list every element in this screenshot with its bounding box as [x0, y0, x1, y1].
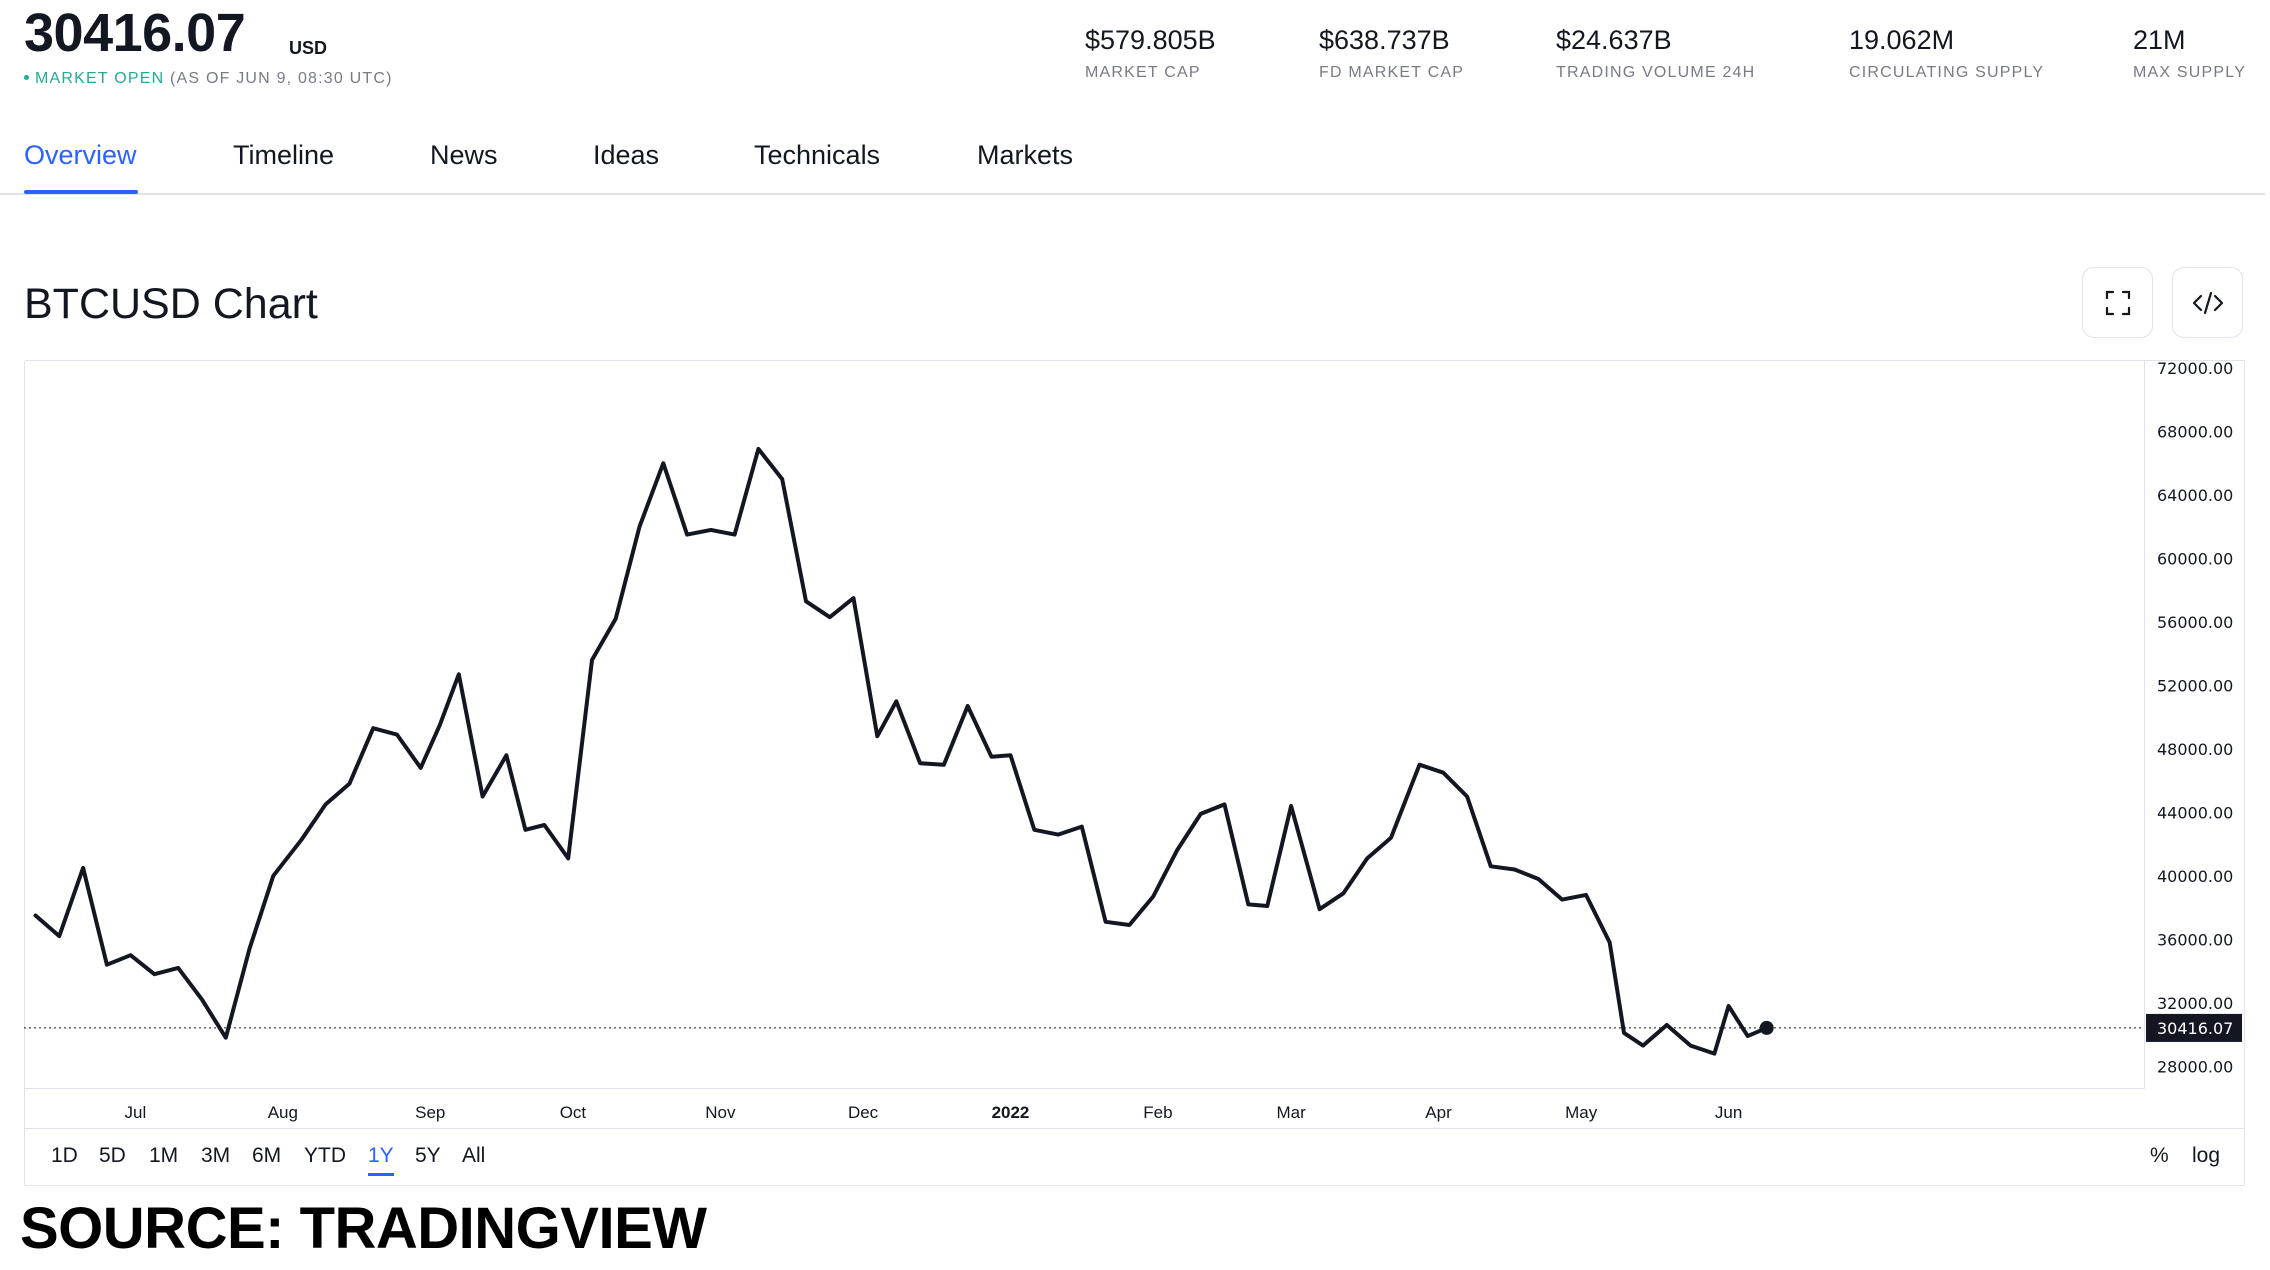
time-axis-tick-label: Jul: [125, 1103, 147, 1122]
active-tab-indicator: [24, 190, 138, 194]
time-axis-divider: [24, 1088, 2144, 1089]
stat-value: $24.637B: [1556, 25, 1672, 55]
range-5d[interactable]: 5D: [99, 1144, 126, 1167]
range-all[interactable]: All: [462, 1144, 486, 1167]
status-dot-icon: [24, 75, 29, 80]
stat-value: $638.737B: [1319, 25, 1450, 55]
embed-code-button[interactable]: [2172, 267, 2243, 338]
stat-fd-market-cap: $638.737B FD MARKET CAP: [1319, 25, 1465, 82]
price-axis-tick-label: 48000.00: [2157, 740, 2233, 759]
range-1m[interactable]: 1M: [149, 1144, 179, 1167]
market-status: MARKET OPEN (AS OF JUN 9, 08:30 UTC): [24, 70, 393, 88]
chart-title: BTCUSD Chart: [24, 280, 318, 328]
time-axis-tick-label: Aug: [268, 1103, 298, 1122]
time-axis-tick-label: Oct: [560, 1103, 587, 1122]
fullscreen-icon: [2105, 290, 2130, 315]
range-1y[interactable]: 1Y: [368, 1144, 394, 1167]
stat-circulating-supply: 19.062M CIRCULATING SUPPLY: [1849, 25, 2045, 82]
stat-value: 19.062M: [1849, 25, 1955, 55]
time-axis-tick-label: Sep: [415, 1103, 445, 1122]
tab-ideas[interactable]: Ideas: [593, 140, 660, 170]
stat-label: CIRCULATING SUPPLY: [1849, 63, 2045, 81]
tab-overview[interactable]: Overview: [24, 140, 137, 170]
price-axis-tick-label: 28000.00: [2157, 1057, 2233, 1076]
range-1d[interactable]: 1D: [51, 1144, 78, 1167]
price-axis-tick-label: 36000.00: [2157, 930, 2233, 949]
price-axis-tick-label: 44000.00: [2157, 803, 2233, 822]
tab-technicals[interactable]: Technicals: [754, 140, 881, 170]
price-axis-tick-label: 56000.00: [2157, 613, 2233, 632]
range-5y[interactable]: 5Y: [415, 1144, 441, 1167]
tab-bar: Overview Timeline News Ideas Technicals …: [0, 140, 2270, 196]
time-axis-tick-label: Mar: [1276, 1103, 1306, 1122]
chart-panel: [24, 360, 2245, 1186]
tab-divider: [0, 193, 2265, 195]
stat-value: 21M: [2133, 25, 2186, 55]
time-axis-tick-label: 2022: [992, 1103, 1030, 1122]
price-axis-tick-label: 32000.00: [2157, 994, 2233, 1013]
stat-label: MAX SUPPLY: [2133, 63, 2247, 81]
time-axis-tick-label: Apr: [1425, 1103, 1452, 1122]
range-6m[interactable]: 6M: [252, 1144, 282, 1167]
last-price-marker: [1759, 1020, 1774, 1035]
currency-label: USD: [289, 38, 328, 58]
price-axis-tick-label: 68000.00: [2157, 422, 2233, 441]
last-price-tag-bg: [2146, 1013, 2242, 1042]
percent-scale-toggle[interactable]: %: [2150, 1144, 2169, 1167]
time-axis-tick-label: Dec: [848, 1103, 879, 1122]
price-axis-divider: [2144, 360, 2145, 1089]
price-axis: 72000.00 68000.00 64000.00 60000.00 56000.00…: [2157, 359, 2233, 1076]
tab-markets[interactable]: Markets: [977, 140, 1074, 170]
current-price: 30416.07: [24, 3, 246, 63]
stat-max-supply: 21M MAX SUPPLY: [2133, 25, 2247, 82]
market-status-label: MARKET OPEN: [35, 70, 165, 87]
tab-news[interactable]: News: [430, 140, 498, 170]
time-axis-tick-label: Feb: [1143, 1103, 1172, 1122]
last-price-tag-label: 30416.07: [2157, 1019, 2233, 1038]
price-line-series: [33, 446, 1769, 1056]
price-axis-tick-label: 64000.00: [2157, 486, 2233, 505]
price-axis-tick-label: 72000.00: [2157, 359, 2233, 378]
price-axis-tick-label: 60000.00: [2157, 549, 2233, 568]
range-3m[interactable]: 3M: [201, 1144, 231, 1167]
stat-label: FD MARKET CAP: [1319, 63, 1465, 81]
time-axis-tick-label: Jun: [1715, 1103, 1742, 1122]
time-axis: Jul Aug Sep Oct Nov Dec 2022 Feb Mar Apr May Jun: [125, 1103, 1743, 1122]
time-axis-tick-label: May: [1565, 1103, 1598, 1122]
fullscreen-button[interactable]: [2082, 267, 2153, 338]
tab-timeline[interactable]: Timeline: [233, 140, 335, 170]
last-price-tag: 30416.07: [2146, 1013, 2242, 1042]
active-range-indicator: [368, 1173, 394, 1176]
price-axis-tick-label: 52000.00: [2157, 676, 2233, 695]
range-bar-divider: [24, 1128, 2245, 1129]
stat-value: $579.805B: [1085, 25, 1216, 55]
time-axis-tick-label: Nov: [705, 1103, 736, 1122]
source-caption: SOURCE: TRADINGVIEW: [20, 1196, 707, 1261]
as-of-timestamp: (AS OF JUN 9, 08:30 UTC): [170, 70, 393, 87]
stat-market-cap: $579.805B MARKET CAP: [1085, 25, 1216, 82]
stat-label: MARKET CAP: [1085, 63, 1201, 81]
range-ytd[interactable]: YTD: [304, 1144, 346, 1167]
stat-label: TRADING VOLUME 24H: [1556, 63, 1756, 81]
log-scale-toggle[interactable]: log: [2192, 1144, 2221, 1167]
stat-trading-volume: $24.637B TRADING VOLUME 24H: [1556, 25, 1756, 82]
code-embed-icon: [2192, 291, 2223, 314]
price-axis-tick-label: 40000.00: [2157, 867, 2233, 886]
